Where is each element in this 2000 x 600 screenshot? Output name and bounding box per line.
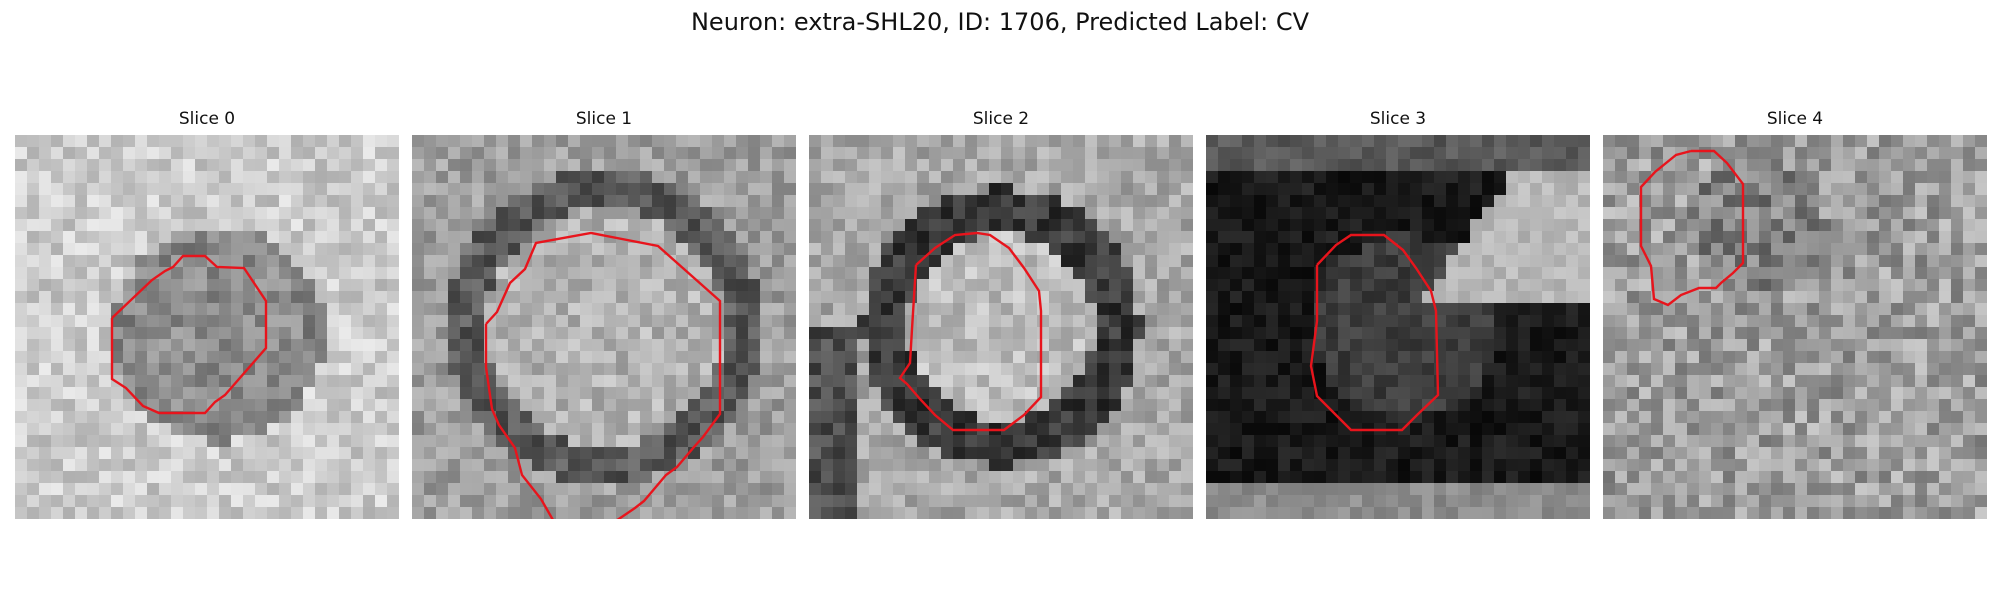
panel-title: Slice 1 [575, 109, 633, 129]
panel-title: Slice 0 [178, 109, 236, 129]
slice-image [15, 135, 399, 519]
panel-title: Slice 4 [1766, 109, 1824, 129]
slice-image [1206, 135, 1590, 519]
panel-title: Slice 3 [1369, 109, 1427, 129]
figure-title: Neuron: extra-SHL20, ID: 1706, Predicted… [690, 8, 1310, 36]
slice-image [809, 135, 1193, 519]
panel-title: Slice 2 [972, 109, 1030, 129]
slice-image [412, 135, 796, 519]
slice-image [1603, 135, 1987, 519]
